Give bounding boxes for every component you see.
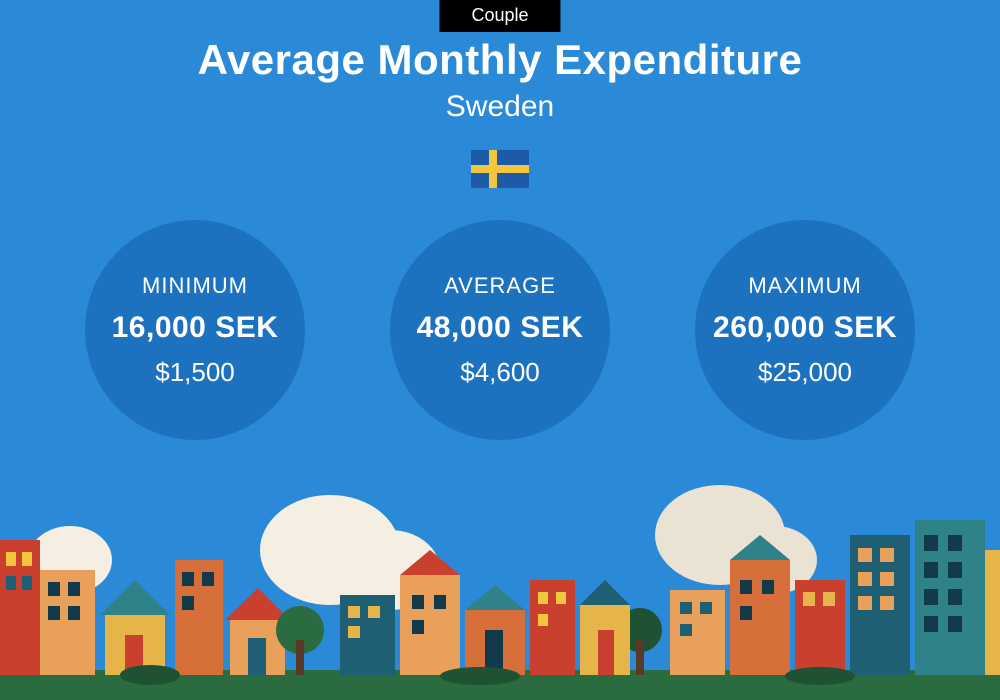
sweden-flag-icon [471,150,529,188]
page-subtitle: Sweden [0,90,1000,124]
stat-value-usd: $4,600 [460,357,540,388]
stat-value-sek: 48,000 SEK [417,311,584,345]
stat-circle-average: AVERAGE 48,000 SEK $4,600 [390,220,610,440]
page-title: Average Monthly Expenditure [0,36,1000,84]
stat-value-sek: 260,000 SEK [713,311,897,345]
category-badge: Couple [439,0,560,32]
stat-value-usd: $1,500 [155,357,235,388]
stat-value-usd: $25,000 [758,357,852,388]
stat-value-sek: 16,000 SEK [112,311,279,345]
infographic-canvas: Couple Average Monthly Expenditure Swede… [0,0,1000,700]
stat-label: AVERAGE [444,273,556,299]
stat-label: MINIMUM [142,273,248,299]
category-badge-label: Couple [471,5,528,25]
stat-circles-row: MINIMUM 16,000 SEK $1,500 AVERAGE 48,000… [0,220,1000,440]
skyline-illustration [0,480,1000,700]
stat-circle-maximum: MAXIMUM 260,000 SEK $25,000 [695,220,915,440]
stat-label: MAXIMUM [748,273,861,299]
stat-circle-minimum: MINIMUM 16,000 SEK $1,500 [85,220,305,440]
